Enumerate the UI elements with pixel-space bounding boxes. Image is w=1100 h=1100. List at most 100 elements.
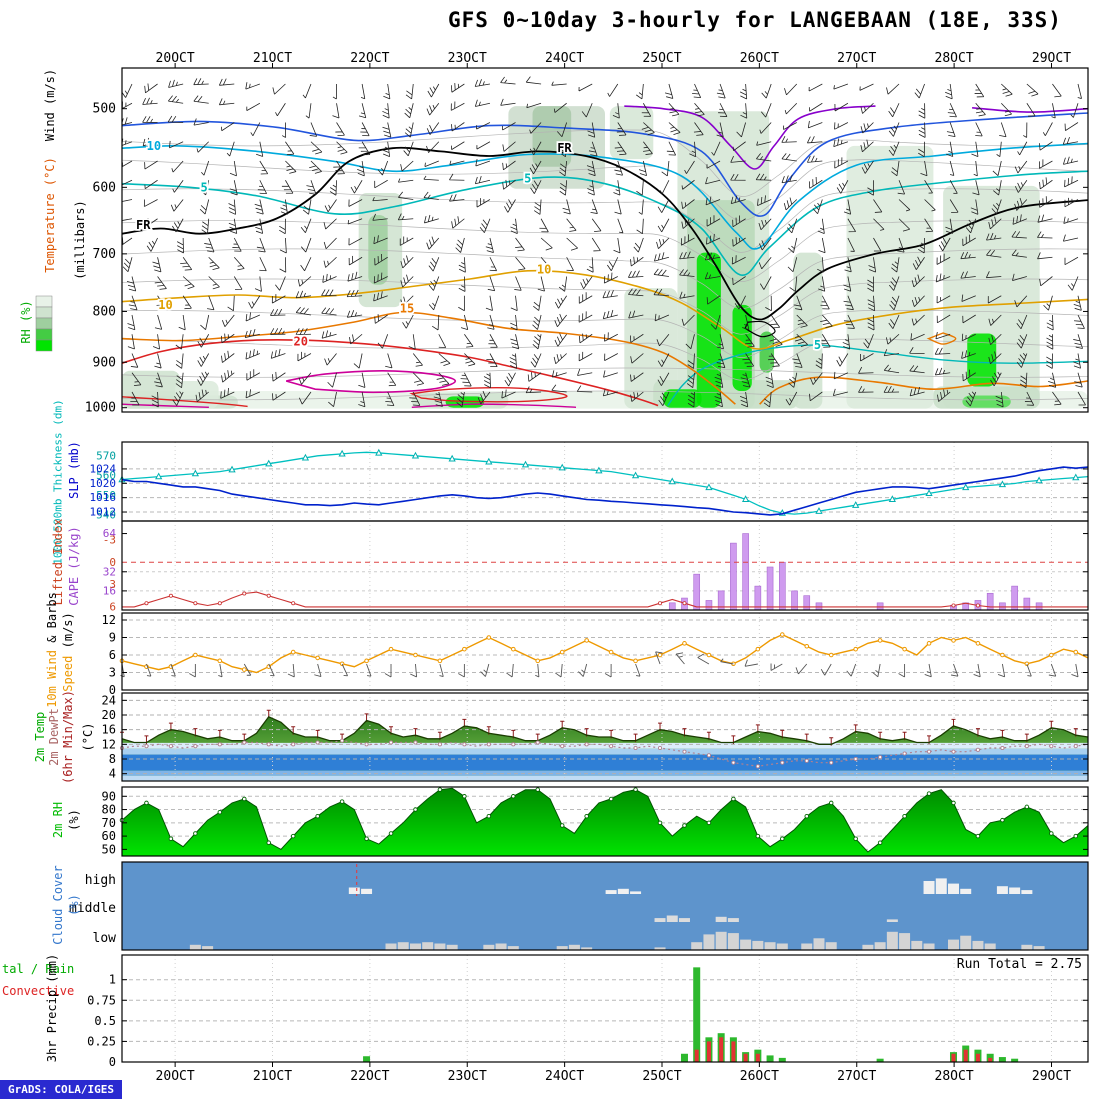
cloud-cover-unit-axis-label-text: (%) bbox=[67, 894, 81, 916]
wind10m-axis-label: 10m Wind & Barbs bbox=[45, 592, 59, 708]
svg-text:high: high bbox=[85, 873, 116, 888]
svg-text:6: 6 bbox=[109, 600, 116, 613]
panel-precip: Run Total = 2.75 1 0.75 0.5 0.25 0 bbox=[87, 954, 1089, 1069]
svg-text:24: 24 bbox=[102, 693, 116, 707]
svg-text:20OCT: 20OCT bbox=[156, 1069, 195, 1084]
wind10m-speed-axis-label: Speed (m/s) bbox=[61, 612, 75, 691]
temperature-axis-label-text: Temperature (°C) bbox=[43, 157, 57, 273]
wind10m-barbs bbox=[120, 651, 1079, 678]
svg-text:500: 500 bbox=[93, 102, 116, 117]
svg-text:3: 3 bbox=[109, 578, 116, 591]
svg-text:10: 10 bbox=[537, 263, 551, 277]
svg-text:4: 4 bbox=[109, 767, 116, 781]
wind10m-axis-label-text: & Barbs bbox=[45, 592, 59, 643]
panel-li-cape: 64 32 16 -3 0 3 6 bbox=[103, 520, 1089, 613]
svg-text:21OCT: 21OCT bbox=[253, 1069, 292, 1084]
svg-text:0: 0 bbox=[109, 556, 116, 569]
temp2m-axis-label-text: 2m Temp bbox=[33, 711, 47, 763]
cloud-cover-axis-label-text: Cloud Cover bbox=[51, 865, 65, 945]
rh-colorbar bbox=[35, 295, 53, 352]
svg-text:26OCT: 26OCT bbox=[740, 1069, 779, 1084]
total-rain-label-text: tal / Rain bbox=[2, 962, 75, 976]
wind-axis-label-text: Wind (m/s) bbox=[43, 68, 57, 142]
precip-convective-bars bbox=[694, 1037, 993, 1062]
svg-text:1000: 1000 bbox=[85, 401, 116, 416]
upper-wind-barbs bbox=[122, 76, 1086, 408]
svg-text:25OCT: 25OCT bbox=[642, 1069, 681, 1084]
svg-text:24OCT: 24OCT bbox=[545, 1069, 584, 1084]
gray-contours bbox=[122, 129, 1088, 401]
chart-title: GFS 0~10day 3-hourly for LANGEBAAN (18E,… bbox=[448, 8, 1062, 32]
credit-badge: GrADS: COLA/IGES bbox=[0, 1080, 122, 1099]
cloud-bars-high bbox=[348, 878, 1033, 894]
svg-text:1012: 1012 bbox=[90, 506, 117, 519]
svg-text:15: 15 bbox=[400, 302, 414, 316]
slp-line bbox=[121, 466, 1089, 516]
svg-text:900: 900 bbox=[93, 355, 116, 370]
svg-text:27OCT: 27OCT bbox=[837, 51, 876, 66]
svg-text:64: 64 bbox=[103, 527, 117, 540]
svg-text:1: 1 bbox=[109, 973, 116, 987]
svg-text:70: 70 bbox=[102, 816, 116, 830]
convective-label-text: Convective bbox=[2, 984, 75, 998]
svg-text:570: 570 bbox=[96, 449, 116, 462]
minmax-axis-label-text: (6hr Min/Max) bbox=[61, 690, 75, 784]
wind-speed-line bbox=[121, 633, 1089, 674]
svg-text:10: 10 bbox=[158, 298, 172, 312]
dewpt2m-axis-label: 2m DewPt bbox=[47, 708, 61, 766]
x-axis-bottom: 20OCT 21OCT 22OCT 23OCT 24OCT 25OCT 26OCT 27OCT… bbox=[156, 1062, 1071, 1084]
wind10m-axis-label-text: 10m Wind bbox=[45, 642, 59, 708]
precip-total-bars bbox=[363, 967, 1019, 1062]
svg-text:FR: FR bbox=[136, 218, 151, 232]
svg-text:25OCT: 25OCT bbox=[642, 51, 681, 66]
rh2m-axis-label: 2m RH bbox=[51, 802, 65, 838]
wind10m-speed-axis-label-text: (m/s) bbox=[61, 612, 75, 649]
temperature-axis-label: Temperature (°C) bbox=[43, 157, 57, 273]
svg-text:6: 6 bbox=[109, 648, 116, 662]
cloud-bars-low bbox=[189, 931, 1045, 950]
panel-cloud-cover: high middle low bbox=[69, 861, 1089, 951]
wind-axis-label: Wind (m/s) bbox=[43, 69, 57, 141]
convective-label: Convective bbox=[2, 984, 74, 998]
svg-text:60: 60 bbox=[102, 829, 116, 843]
svg-text:0.75: 0.75 bbox=[87, 993, 116, 1007]
temperature-contours bbox=[122, 105, 1088, 408]
svg-text:1016: 1016 bbox=[90, 491, 117, 504]
rh2m-unit-axis-label-text: (%) bbox=[67, 809, 81, 831]
degc-axis-label: (°C) bbox=[81, 723, 95, 752]
svg-text:23OCT: 23OCT bbox=[448, 1069, 487, 1084]
rh2m-axis-label-text: 2m RH bbox=[51, 801, 65, 839]
run-total-label: Run Total = 2.75 bbox=[957, 957, 1082, 972]
rh-area bbox=[122, 788, 1088, 856]
cloud-cover-axis-label: Cloud Cover bbox=[51, 865, 65, 944]
rh-line bbox=[121, 787, 1089, 853]
svg-text:0: 0 bbox=[109, 1055, 116, 1069]
millibars-axis-label-text: (millibars) bbox=[73, 200, 87, 280]
temp2m-axis-label: 2m Temp bbox=[33, 712, 47, 763]
rh2m-unit-axis-label: (%) bbox=[67, 809, 81, 831]
svg-text:90: 90 bbox=[102, 789, 116, 803]
svg-text:16: 16 bbox=[103, 584, 116, 597]
svg-text:23OCT: 23OCT bbox=[448, 51, 487, 66]
wind10m-speed-axis-label-text: Speed bbox=[61, 648, 75, 692]
cape-axis-label: CAPE (J/kg) bbox=[67, 526, 81, 605]
svg-text:28OCT: 28OCT bbox=[935, 1069, 974, 1084]
svg-text:1020: 1020 bbox=[90, 477, 117, 490]
svg-text:middle: middle bbox=[69, 901, 116, 916]
svg-text:32: 32 bbox=[103, 565, 116, 578]
cloud-bars-middle bbox=[654, 915, 898, 922]
svg-text:16: 16 bbox=[102, 723, 116, 737]
svg-text:600: 600 bbox=[93, 180, 116, 195]
svg-text:29OCT: 29OCT bbox=[1032, 1069, 1071, 1084]
cloud-cover-unit-axis-label: (%) bbox=[67, 894, 81, 916]
upper-air-clipped: 10 5 5 5 FR FR 10 10 15 20 bbox=[122, 76, 1088, 409]
cape-axis-label-text: CAPE (J/kg) bbox=[67, 526, 81, 606]
svg-text:700: 700 bbox=[93, 247, 116, 262]
svg-text:80: 80 bbox=[102, 803, 116, 817]
svg-text:26OCT: 26OCT bbox=[740, 51, 779, 66]
